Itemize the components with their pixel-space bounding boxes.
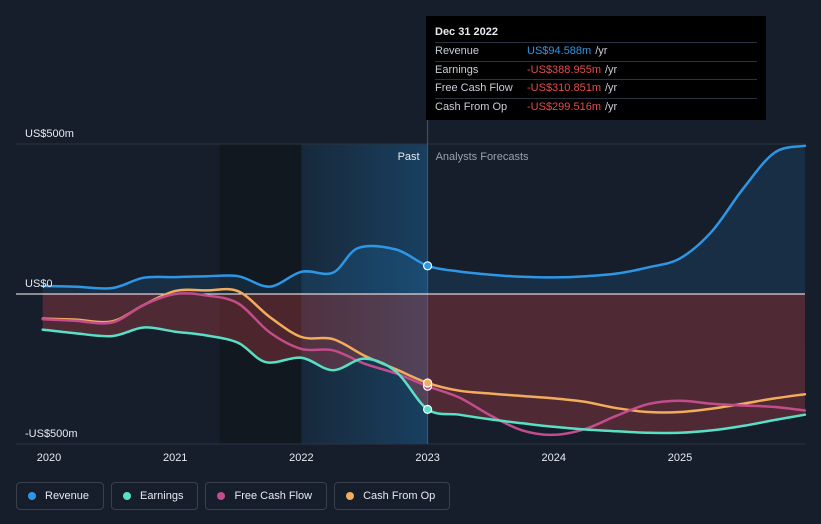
legend-label: Earnings — [140, 490, 184, 502]
marker-earnings — [423, 404, 433, 414]
y-axis-label: US$500m — [25, 128, 74, 140]
tooltip-value: -US$310.851m — [527, 82, 601, 94]
x-tick-label: 2024 — [542, 452, 566, 464]
tooltip-unit: /yr — [595, 45, 608, 57]
tooltip-unit: /yr — [605, 63, 618, 76]
tooltip-value: US$94.588m — [527, 45, 592, 57]
tooltip-row-earnings: Earnings -US$388.955m /yr — [435, 60, 757, 80]
y-axis-label: -US$500m — [25, 428, 78, 440]
tooltip: Dec 31 2022 Revenue US$94.588m /yr Earni… — [426, 16, 766, 120]
tooltip-value: -US$299.516m — [527, 100, 601, 113]
tooltip-row-revenue: Revenue US$94.588m /yr — [435, 42, 757, 61]
legend-item-cash-from-op[interactable]: Cash From Op — [334, 482, 451, 510]
y-axis-label: US$0 — [25, 278, 53, 290]
legend-dot-icon — [346, 492, 355, 500]
legend-label: Free Cash Flow — [234, 490, 313, 502]
marker-cash-from-op — [423, 378, 433, 388]
legend-label: Revenue — [45, 490, 90, 502]
tooltip-date: Dec 31 2022 — [435, 26, 498, 38]
tooltip-label: Revenue — [435, 45, 480, 57]
tooltip-unit: /yr — [605, 82, 618, 94]
x-tick-label: 2023 — [415, 452, 439, 464]
chart-axis-labels: US$500m US$0 -US$500m 2020 2021 2022 2023 2024 2… — [25, 128, 692, 464]
tooltip-value: -US$388.955m — [527, 63, 601, 76]
legend: Revenue Earnings Free Cash Flow Cash Fro… — [16, 482, 451, 510]
earnings-area — [42, 294, 805, 434]
x-tick-label: 2022 — [289, 452, 313, 464]
chart-markers — [423, 261, 433, 414]
forecast-region-label: Analysts Forecasts — [436, 151, 529, 163]
tooltip-row-cash-from-op: Cash From Op -US$299.516m /yr — [435, 97, 757, 117]
marker-revenue — [423, 261, 433, 271]
legend-item-earnings[interactable]: Earnings — [111, 482, 199, 510]
legend-item-revenue[interactable]: Revenue — [16, 482, 105, 510]
tooltip-label: Earnings — [435, 63, 479, 76]
legend-dot-icon — [123, 492, 132, 500]
legend-item-free-cash-flow[interactable]: Free Cash Flow — [205, 482, 328, 510]
x-tick-label: 2025 — [668, 452, 692, 464]
tooltip-unit: /yr — [605, 100, 618, 113]
tooltip-label: Free Cash Flow — [435, 82, 513, 94]
tooltip-label: Cash From Op — [435, 100, 508, 113]
x-tick-label: 2021 — [163, 452, 187, 464]
legend-dot-icon — [217, 492, 226, 500]
x-tick-label: 2020 — [37, 452, 61, 464]
tooltip-row-free-cash-flow: Free Cash Flow -US$310.851m /yr — [435, 79, 757, 98]
legend-dot-icon — [28, 492, 36, 500]
past-region-label: Past — [398, 151, 420, 163]
legend-label: Cash From Op — [363, 490, 436, 502]
